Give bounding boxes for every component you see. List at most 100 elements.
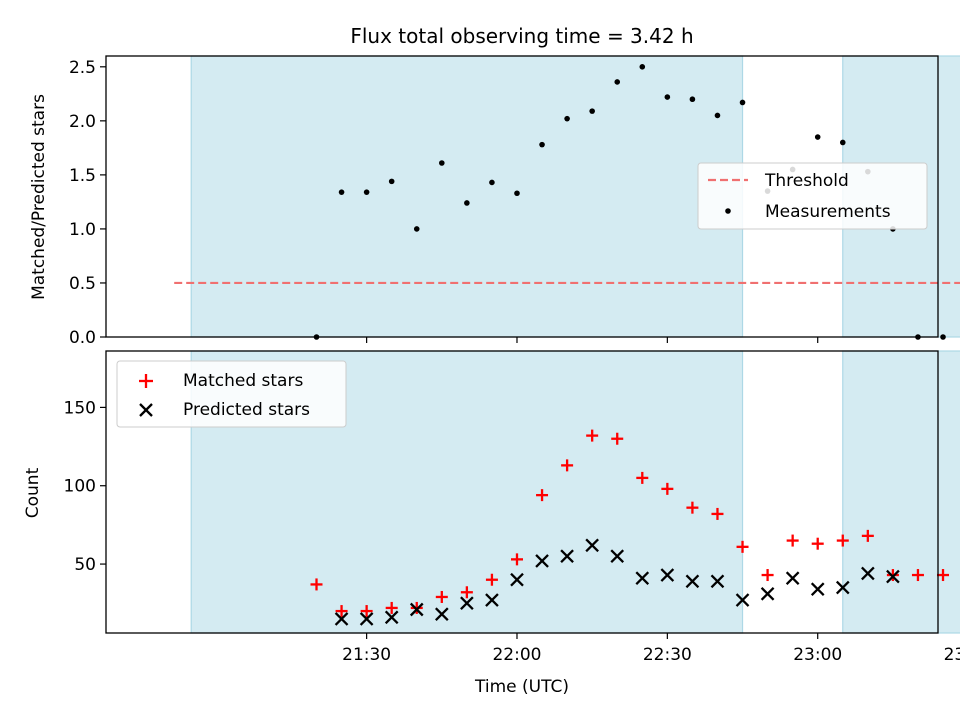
x-tick-label: 21:30 bbox=[342, 645, 391, 665]
ratio-y-tick-label: 2.0 bbox=[69, 112, 96, 132]
matched-star-point bbox=[360, 605, 373, 618]
matched-star-point bbox=[937, 569, 950, 582]
measurement-point bbox=[739, 99, 746, 106]
x-tick-label: 23:00 bbox=[793, 645, 842, 665]
matched-star-point bbox=[711, 507, 724, 520]
predicted-star-point bbox=[810, 582, 825, 596]
measurement-point bbox=[614, 79, 621, 85]
measurement-point bbox=[814, 134, 821, 140]
measurement-point bbox=[413, 226, 420, 232]
measurement-point bbox=[564, 115, 570, 122]
matched-star-point bbox=[911, 569, 924, 582]
observing-interval-shade bbox=[190, 55, 744, 338]
predicted-star-point bbox=[434, 607, 449, 622]
ratio-panel: 0.0 0.5 1.0 1.5 2.0 2.5 Matched/Predicted sta… bbox=[29, 55, 960, 348]
legend-predicted-label: Predicted stars bbox=[183, 400, 310, 420]
predicted-star-point bbox=[560, 549, 574, 564]
predicted-star-point bbox=[485, 593, 499, 607]
ratio-y-tick-label: 1.0 bbox=[69, 220, 96, 240]
observing-interval-shade bbox=[842, 350, 960, 634]
predicted-star-point bbox=[861, 566, 875, 581]
count-y-axis-label: Count bbox=[23, 467, 43, 518]
predicted-star-point bbox=[384, 610, 399, 625]
x-axis-label: Time (UTC) bbox=[474, 677, 569, 697]
predicted-star-point bbox=[660, 568, 675, 582]
predicted-star-point bbox=[886, 569, 900, 584]
x-tick-label: 22:30 bbox=[643, 645, 692, 665]
ratio-y-tick-label: 0.0 bbox=[69, 328, 96, 348]
matched-star-point bbox=[661, 482, 674, 495]
measurement-point bbox=[388, 178, 395, 185]
measurement-point bbox=[464, 200, 470, 206]
legend-measurements-label: Measurements bbox=[765, 202, 891, 222]
predicted-star-point bbox=[510, 572, 524, 587]
ratio-y-axis-label: Matched/Predicted stars bbox=[29, 94, 49, 300]
legend-matched-swatch bbox=[139, 374, 153, 388]
matched-star-point bbox=[611, 432, 624, 445]
measurement-point bbox=[664, 94, 671, 100]
ratio-legend-box bbox=[697, 162, 928, 230]
measurement-point bbox=[439, 160, 445, 166]
count-y-tick-label: 50 bbox=[74, 555, 96, 575]
count-y-tick-label: 100 bbox=[64, 477, 96, 497]
predicted-star-point bbox=[785, 571, 800, 585]
measurement-point bbox=[689, 96, 696, 103]
matched-star-point bbox=[435, 590, 448, 603]
matched-star-point bbox=[485, 573, 498, 586]
predicted-star-point bbox=[685, 574, 700, 589]
matched-star-point bbox=[536, 489, 549, 502]
measurement-point bbox=[839, 139, 846, 146]
count-legend-box bbox=[116, 360, 347, 428]
measurement-point bbox=[363, 189, 370, 195]
matched-star-point bbox=[636, 471, 649, 484]
matched-star-point bbox=[460, 586, 473, 599]
measurement-point bbox=[514, 190, 520, 197]
ratio-y-tick-label: 1.5 bbox=[69, 166, 96, 186]
matched-star-point bbox=[686, 501, 699, 514]
matched-star-point bbox=[786, 534, 799, 547]
matched-star-point bbox=[736, 540, 749, 553]
legend-measurements-swatch bbox=[725, 208, 731, 214]
matched-star-point bbox=[385, 601, 398, 614]
ratio-y-tick-label: 2.5 bbox=[69, 58, 96, 78]
predicted-star-point bbox=[835, 580, 850, 595]
ratio-panel-frame bbox=[105, 55, 939, 338]
x-tick-label: 22:00 bbox=[492, 645, 541, 665]
measurement-point bbox=[639, 64, 646, 70]
predicted-star-point bbox=[409, 602, 424, 617]
predicted-star-point bbox=[760, 587, 775, 601]
matched-star-point bbox=[310, 578, 323, 591]
count-legend: Matched stars Predicted stars bbox=[116, 360, 347, 428]
measurement-point bbox=[589, 108, 595, 114]
ratio-legend: Threshold Measurements bbox=[697, 162, 928, 230]
legend-predicted-swatch bbox=[139, 403, 153, 417]
measurement-point bbox=[489, 179, 495, 186]
measurement-point bbox=[338, 189, 345, 195]
predicted-star-point bbox=[359, 612, 374, 626]
measurement-point bbox=[714, 112, 721, 119]
predicted-star-point bbox=[735, 593, 750, 607]
legend-matched-label: Matched stars bbox=[183, 371, 303, 391]
matched-star-point bbox=[861, 529, 874, 542]
count-panel-frame bbox=[105, 350, 939, 634]
measurement-point bbox=[539, 141, 545, 148]
predicted-star-point bbox=[635, 571, 650, 585]
count-y-tick-label: 150 bbox=[64, 398, 96, 418]
chart-title: Flux total observing time = 3.42 h bbox=[350, 24, 693, 48]
predicted-star-point bbox=[610, 549, 625, 564]
predicted-star-point bbox=[334, 612, 349, 626]
matched-star-point bbox=[561, 459, 574, 472]
matched-star-point bbox=[761, 569, 774, 582]
predicted-star-point bbox=[460, 596, 474, 611]
matched-star-point bbox=[811, 537, 824, 550]
matched-star-point bbox=[586, 429, 599, 442]
legend-threshold-label: Threshold bbox=[764, 171, 849, 191]
ratio-y-tick-label: 0.5 bbox=[69, 274, 96, 294]
matched-star-point bbox=[510, 553, 523, 566]
predicted-star-point bbox=[535, 554, 549, 568]
measurement-point bbox=[940, 334, 946, 340]
matched-star-point bbox=[836, 534, 849, 547]
predicted-star-point bbox=[585, 538, 599, 553]
